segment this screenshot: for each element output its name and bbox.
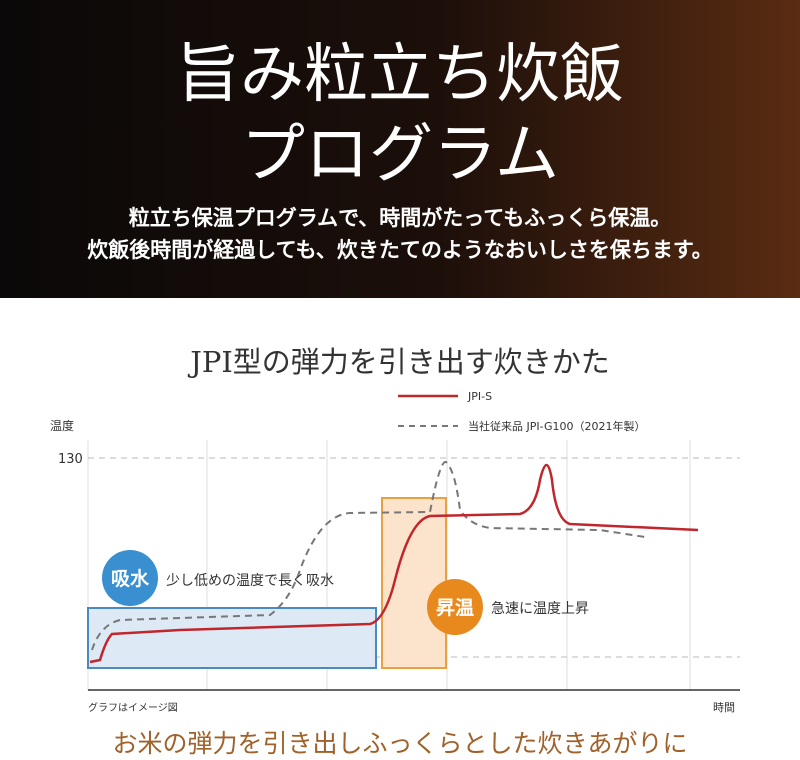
subtitle-line: 粒立ち保温プログラムで、時間がたってもふっくら保温。 — [129, 206, 671, 230]
stage-text: 急速に温度上昇 — [491, 601, 589, 617]
note: グラフはイメージ図 — [88, 701, 178, 714]
stage-badge-label: 昇温 — [436, 597, 474, 619]
title-line: プログラム — [241, 118, 559, 192]
title-line: 旨み粒立ち炊飯 — [176, 38, 624, 112]
legend-label: JPI-S — [467, 390, 492, 403]
footer: お米の弾力を引き出しふっくらとした炊きあがりに — [112, 729, 687, 758]
graph-title: JPI型の弾力を引き出す炊きかた — [187, 345, 610, 379]
old-model-curve — [91, 461, 646, 651]
subtitle-line: 炊飯後時間が経過しても、炊きたてのようなおいしさを保ちます。 — [87, 238, 713, 262]
jpi-s-curve — [89, 463, 699, 664]
y-label: 温度 — [50, 418, 74, 433]
stage-box — [381, 497, 447, 669]
stage-text: 少し低めの温度で長く吸水 — [166, 573, 334, 589]
stage-badge — [102, 550, 158, 606]
banner — [0, 0, 800, 298]
y-tick-label: 130 — [58, 452, 83, 467]
legend-label: 当社従来品 JPI-G100（2021年製） — [468, 419, 646, 433]
x-label: 時間 — [713, 701, 735, 714]
stage-badge-label: 吸水 — [111, 568, 150, 590]
stage-box — [87, 607, 377, 669]
stage-badge — [427, 579, 483, 635]
